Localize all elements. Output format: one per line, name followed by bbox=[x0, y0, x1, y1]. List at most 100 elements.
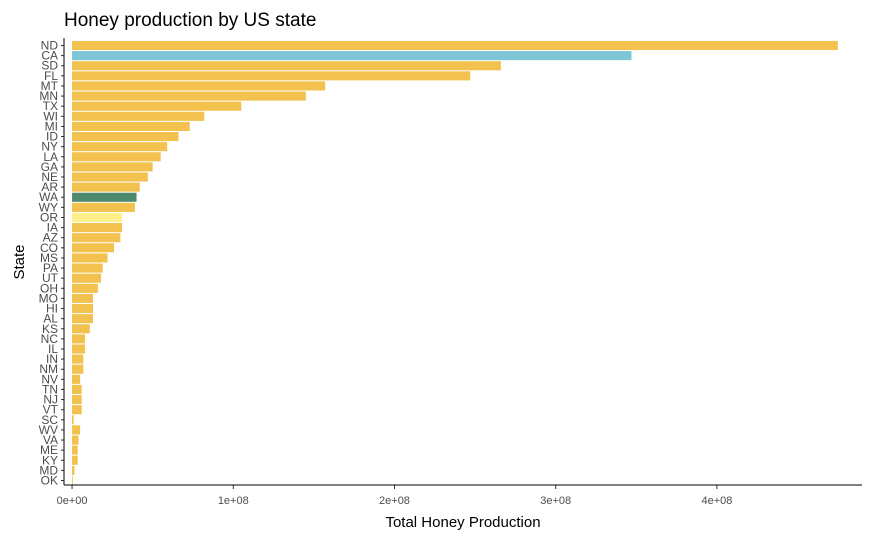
y-tick-label-mt: MT bbox=[41, 79, 59, 93]
bar-nc bbox=[72, 334, 85, 344]
y-tick-label-or: OR bbox=[40, 210, 58, 224]
bar-in bbox=[72, 354, 84, 364]
y-tick-label-ut: UT bbox=[42, 271, 59, 285]
bar-mi bbox=[72, 121, 190, 131]
bar-md bbox=[72, 465, 75, 475]
bar-ok bbox=[72, 475, 73, 486]
y-tick-label-il: IL bbox=[48, 342, 58, 356]
bar-ms bbox=[72, 253, 108, 263]
bar-tn bbox=[72, 384, 82, 395]
y-tick-label-wi: WI bbox=[43, 109, 58, 123]
y-tick-label-sc: SC bbox=[41, 413, 58, 427]
bar-id bbox=[72, 131, 179, 142]
x-tick-label: 3e+08 bbox=[540, 495, 571, 507]
bar-nj bbox=[72, 395, 82, 405]
bar-mo bbox=[72, 293, 94, 303]
x-tick-label: 4e+08 bbox=[701, 495, 732, 507]
y-tick-label-pa: PA bbox=[43, 261, 58, 275]
x-tick-label: 0e+00 bbox=[57, 495, 88, 507]
chart-title: Honey production by US state bbox=[64, 10, 316, 31]
y-tick-label-me: ME bbox=[40, 443, 58, 457]
y-tick-label-ca: CA bbox=[41, 49, 58, 63]
bar-ks bbox=[72, 324, 90, 334]
y-tick-label-md: MD bbox=[39, 463, 58, 477]
y-tick-label-ky: KY bbox=[42, 453, 58, 467]
y-tick-label-vt: VT bbox=[43, 403, 59, 417]
bar-wi bbox=[72, 111, 205, 121]
bar-az bbox=[72, 233, 121, 243]
y-tick-label-ne: NE bbox=[41, 170, 58, 184]
bar-nd bbox=[72, 40, 838, 51]
y-tick-label-la: LA bbox=[43, 150, 58, 164]
bar-sc bbox=[72, 415, 74, 425]
y-tick-label-ia: IA bbox=[47, 221, 58, 235]
y-tick-label-nj: NJ bbox=[43, 393, 58, 407]
y-tick-label-al: AL bbox=[43, 312, 58, 326]
bar-ia bbox=[72, 223, 123, 233]
bar-la bbox=[72, 152, 161, 162]
y-tick-label-nd: ND bbox=[41, 39, 59, 53]
y-tick-label-co: CO bbox=[40, 241, 58, 255]
y-axis-title: State bbox=[11, 244, 28, 279]
y-tick-label-nc: NC bbox=[41, 332, 59, 346]
bar-or bbox=[72, 212, 123, 223]
bar-va bbox=[72, 435, 79, 445]
y-tick-label-ks: KS bbox=[42, 322, 58, 336]
bars-group bbox=[72, 40, 838, 486]
bar-il bbox=[72, 344, 85, 354]
bar-ar bbox=[72, 182, 140, 192]
y-tick-label-ms: MS bbox=[40, 251, 58, 265]
bar-ne bbox=[72, 172, 148, 182]
y-tick-label-wa: WA bbox=[39, 190, 58, 204]
y-axis-ticks: NDCASDFLMTMNTXWIMIIDNYLAGANEARWAWYORIAAZ… bbox=[39, 39, 64, 488]
x-axis-ticks: 0e+00 1e+08 2e+08 3e+08 4e+08 bbox=[57, 485, 732, 507]
y-tick-label-ga: GA bbox=[41, 160, 58, 174]
bar-wv bbox=[72, 425, 81, 435]
y-tick-label-mn: MN bbox=[39, 89, 58, 103]
bar-ca bbox=[72, 51, 632, 61]
bar-ga bbox=[72, 162, 153, 172]
y-tick-label-nm: NM bbox=[39, 362, 58, 376]
y-tick-label-mi: MI bbox=[45, 119, 58, 133]
bar-co bbox=[72, 243, 114, 253]
y-tick-label-ok: OK bbox=[41, 474, 58, 488]
y-tick-label-mo: MO bbox=[39, 291, 58, 305]
bar-oh bbox=[72, 283, 98, 293]
bar-tx bbox=[72, 101, 242, 111]
x-axis-title: Total Honey Production bbox=[385, 514, 540, 531]
bar-ut bbox=[72, 273, 102, 283]
y-tick-label-oh: OH bbox=[40, 281, 58, 295]
y-tick-label-tn: TN bbox=[42, 382, 58, 396]
bar-mt bbox=[72, 81, 326, 91]
bar-mn bbox=[72, 91, 306, 101]
bar-ny bbox=[72, 142, 168, 152]
bar-fl bbox=[72, 71, 471, 81]
y-tick-label-ny: NY bbox=[41, 140, 58, 154]
bar-wa bbox=[72, 192, 137, 202]
bar-nm bbox=[72, 364, 84, 374]
bar-nv bbox=[72, 374, 81, 384]
y-tick-label-sd: SD bbox=[41, 59, 58, 73]
bar-hi bbox=[72, 303, 94, 314]
bar-wy bbox=[72, 202, 135, 212]
y-tick-label-hi: HI bbox=[46, 302, 58, 316]
y-tick-label-in: IN bbox=[46, 352, 58, 366]
bar-ky bbox=[72, 455, 78, 465]
y-tick-label-nv: NV bbox=[41, 372, 58, 386]
y-tick-label-fl: FL bbox=[44, 69, 58, 83]
y-tick-label-ar: AR bbox=[41, 180, 58, 194]
y-tick-label-wy: WY bbox=[39, 200, 58, 214]
y-tick-label-az: AZ bbox=[43, 231, 58, 245]
bar-vt bbox=[72, 405, 82, 415]
bar-pa bbox=[72, 263, 103, 273]
y-tick-label-id: ID bbox=[46, 130, 58, 144]
y-tick-label-wv: WV bbox=[39, 423, 58, 437]
bar-sd bbox=[72, 61, 501, 71]
bar-al bbox=[72, 314, 94, 324]
bar-me bbox=[72, 445, 78, 455]
y-tick-label-tx: TX bbox=[43, 99, 58, 113]
x-tick-label: 1e+08 bbox=[218, 495, 249, 507]
x-tick-label: 2e+08 bbox=[379, 495, 410, 507]
y-tick-label-va: VA bbox=[43, 433, 58, 447]
